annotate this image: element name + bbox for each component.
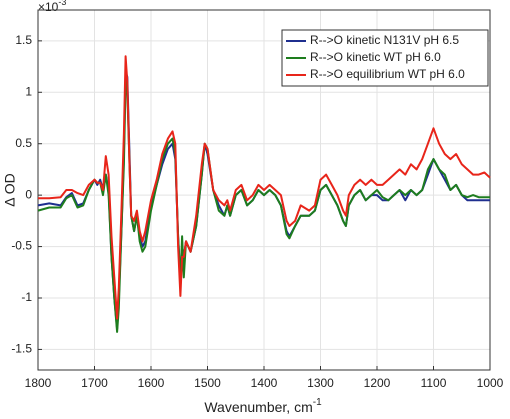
y-tick-label: -1.5 — [11, 342, 32, 356]
y-multiplier-exponent: -3 — [58, 0, 66, 7]
x-tick-label: 1500 — [194, 376, 221, 390]
y-tick-label: -0.5 — [11, 239, 32, 253]
legend-label: R-->O equilibrium WT pH 6.0 — [310, 67, 465, 81]
legend-box — [281, 29, 489, 87]
x-tick-label: 1100 — [421, 376, 447, 390]
y-tick-label: 1.5 — [15, 33, 32, 47]
legend-label: R-->O kinetic WT pH 6.0 — [310, 50, 441, 64]
y-multiplier-base: ×10 — [38, 0, 59, 14]
y-tick-label: 1 — [25, 84, 32, 98]
x-tick-label: 1300 — [307, 376, 334, 390]
x-tick-label: 1600 — [138, 376, 165, 390]
x-tick-label: 1000 — [477, 376, 504, 390]
x-tick-label: 1400 — [251, 376, 278, 390]
x-axis-label-text: Wavenumber, cm — [204, 399, 312, 415]
y-tick-label: 0 — [25, 187, 32, 201]
plot-frame — [37, 9, 491, 371]
x-axis-label-exponent: -1 — [313, 397, 322, 408]
y-tick-label: -1 — [21, 290, 32, 304]
data-line — [38, 55, 491, 320]
data-line — [37, 81, 490, 333]
y-axis-label: Δ OD — [2, 173, 18, 206]
x-tick-label: 1200 — [364, 376, 391, 390]
y-tick-label: 0.5 — [15, 136, 32, 150]
legend-label: R-->O kinetic N131V pH 6.5 — [310, 33, 459, 47]
x-axis-label: Wavenumber, cm-1 — [204, 397, 322, 415]
x-tick-label: 1700 — [81, 376, 108, 390]
y-multiplier: ×10-3 — [38, 0, 66, 14]
x-tick-label: 1800 — [25, 376, 52, 390]
